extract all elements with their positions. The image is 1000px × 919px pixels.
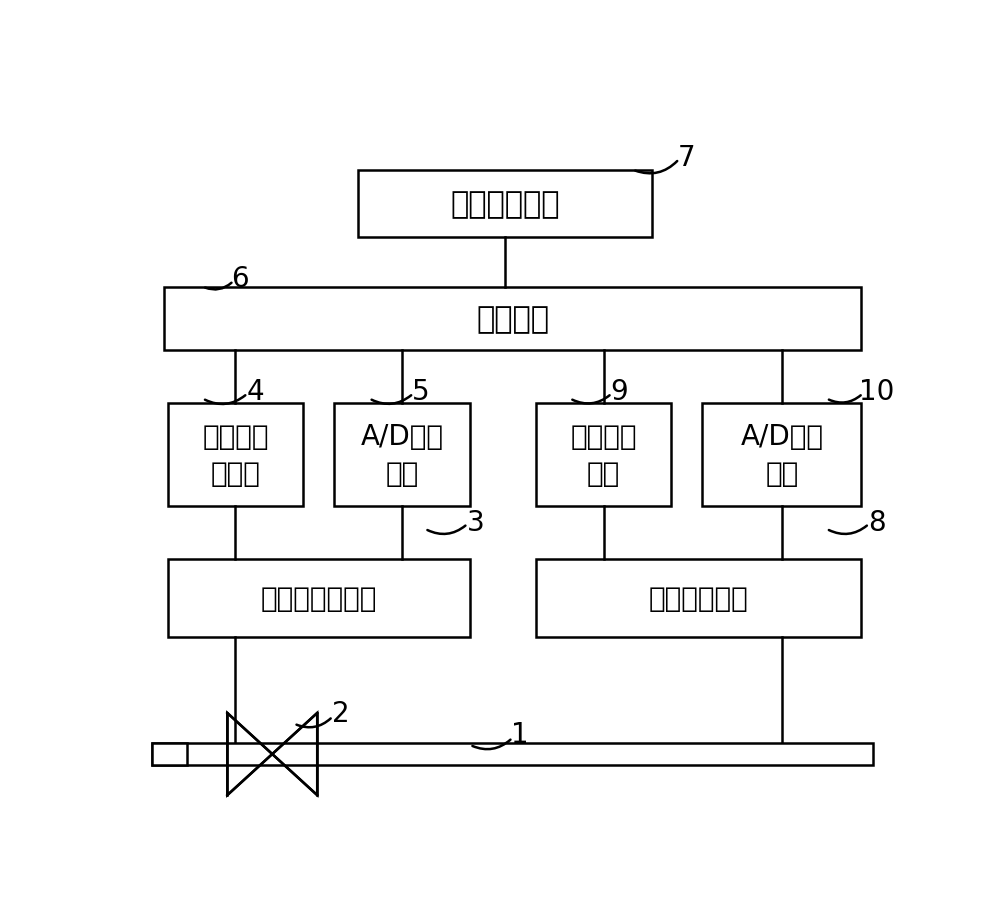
Bar	[358, 170, 652, 238]
Text: 流量检测模块: 流量检测模块	[649, 584, 748, 613]
Text: 9: 9	[611, 378, 628, 406]
Text: A/D转换
电路: A/D转换 电路	[740, 423, 823, 488]
Text: 2: 2	[332, 699, 349, 727]
Bar	[152, 743, 873, 765]
Bar	[536, 404, 671, 506]
Text: 8: 8	[868, 508, 886, 536]
Text: 电磁阀控制模块: 电磁阀控制模块	[261, 584, 377, 613]
Text: 7: 7	[678, 143, 696, 172]
Text: 5: 5	[412, 378, 430, 406]
Text: 电磁阀驱
动电路: 电磁阀驱 动电路	[202, 423, 269, 488]
Bar	[334, 404, 470, 506]
Bar	[152, 743, 187, 765]
Text: 1: 1	[511, 720, 529, 748]
Text: 故障自检模块: 故障自检模块	[450, 189, 560, 219]
Text: 4: 4	[246, 378, 264, 406]
Text: 控制模块: 控制模块	[476, 304, 549, 334]
Text: 10: 10	[859, 378, 894, 406]
Text: 检测驱动
电路: 检测驱动 电路	[570, 423, 637, 488]
Bar	[168, 560, 470, 638]
Text: A/D转换
电路: A/D转换 电路	[361, 423, 444, 488]
Bar	[536, 560, 861, 638]
Bar	[168, 404, 303, 506]
Bar	[164, 287, 861, 351]
Text: 3: 3	[466, 508, 484, 536]
Bar	[702, 404, 861, 506]
Text: 6: 6	[231, 265, 249, 292]
